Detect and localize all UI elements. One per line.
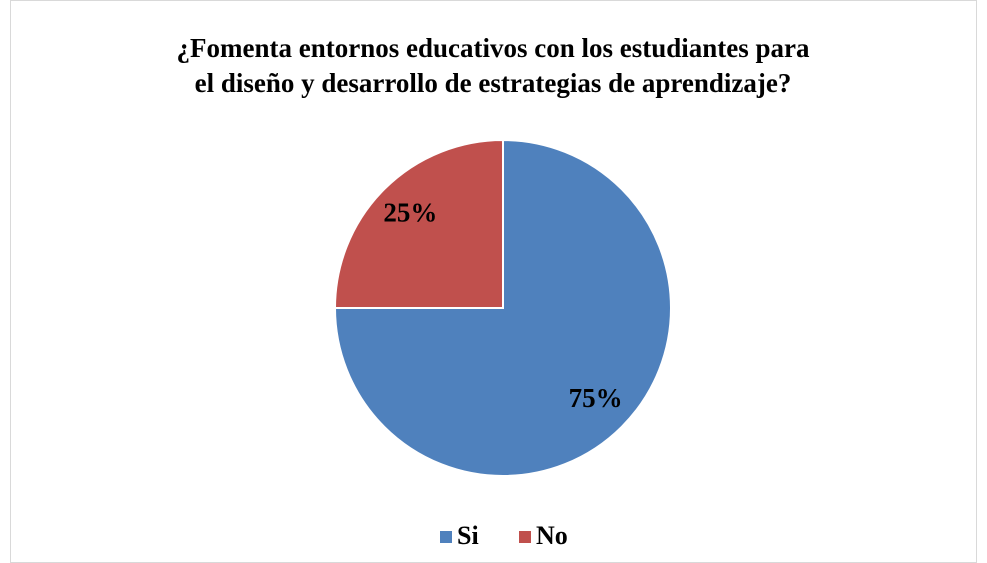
- legend-swatch: [519, 531, 531, 543]
- data-label: 75%: [569, 383, 623, 413]
- legend-label: Si: [457, 521, 479, 550]
- data-label: 25%: [383, 198, 437, 228]
- pie-slice: [333, 138, 504, 309]
- chart-title: el diseño y desarrollo de estrategias de…: [195, 68, 792, 98]
- legend-swatch: [440, 531, 452, 543]
- pie-slice: [333, 138, 672, 477]
- chart-title: ¿Fomenta entornos educativos con los est…: [177, 33, 810, 63]
- legend-label: No: [536, 521, 568, 550]
